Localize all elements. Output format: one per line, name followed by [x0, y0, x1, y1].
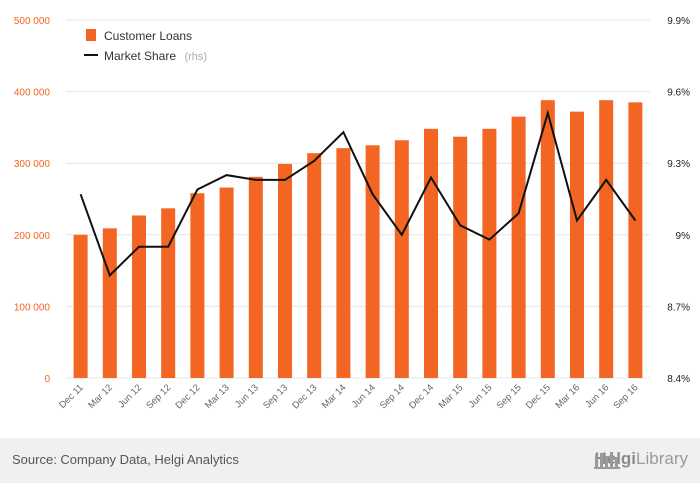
legend-label-market-share-group: Market Share (rhs)	[104, 47, 207, 64]
right-tick-label: 9.9%	[667, 16, 690, 27]
market-share-line-group	[79, 109, 637, 278]
x-tick-label: Mar 13	[203, 382, 232, 411]
legend-label-market-share: Market Share	[104, 49, 176, 63]
x-tick-label: Mar 12	[86, 382, 115, 411]
bar	[599, 100, 614, 378]
market-share-line	[79, 109, 637, 278]
left-tick-label: 300 000	[14, 159, 51, 170]
x-tick-label: Dec 13	[290, 382, 319, 411]
bar	[190, 193, 205, 378]
x-tick-label: Sep 13	[261, 382, 290, 411]
brand-rest: Library	[636, 449, 688, 468]
source-text: Source: Company Data, Helgi Analytics	[12, 452, 239, 467]
x-tick-label: Jun 16	[583, 382, 611, 410]
x-axis-ticks: Dec 11 Mar 12 Jun 12 Sep 12 Dec 12 Mar 13 Jun …	[57, 382, 640, 411]
left-tick-label: 100 000	[14, 302, 51, 313]
left-axis-ticks: 0 100 000 200 000 300 000 400 000 500 000	[14, 16, 51, 385]
x-tick-label: Jun 15	[467, 382, 495, 410]
bar	[132, 215, 146, 378]
x-tick-label: Sep 16	[611, 382, 640, 411]
bars	[73, 100, 643, 378]
x-tick-label: Sep 15	[495, 382, 524, 411]
bar	[453, 136, 468, 378]
bar	[628, 102, 643, 378]
x-tick-label: Jun 12	[116, 382, 144, 410]
bar	[424, 128, 438, 378]
x-tick-label: Mar 15	[437, 382, 466, 411]
x-tick-label: Sep 12	[144, 382, 173, 411]
bar	[511, 116, 526, 378]
right-axis-ticks: 8.4% 8.7% 9% 9.3% 9.6% 9.9%	[667, 16, 690, 385]
chart-svg: 0 100 000 200 000 300 000 400 000 500 000 8.4…	[14, 16, 690, 411]
brand-bold: Helgi	[594, 449, 637, 468]
right-tick-label: 9.6%	[667, 88, 690, 99]
brand-logo[interactable]: HelgiLibrary	[594, 449, 688, 469]
legend: Customer Loans Market Share (rhs)	[84, 29, 207, 64]
brand-text: HelgiLibrary	[594, 449, 688, 469]
left-tick-label: 0	[44, 374, 50, 385]
footer: Source: Company Data, Helgi Analytics He…	[0, 438, 700, 483]
x-tick-label: Sep 14	[378, 382, 407, 411]
bar	[540, 100, 555, 378]
left-tick-label: 500 000	[14, 16, 51, 27]
x-tick-label: Dec 12	[173, 382, 202, 411]
bar	[336, 148, 351, 378]
x-tick-label: Mar 16	[553, 382, 582, 411]
bar	[307, 153, 322, 378]
right-tick-label: 8.7%	[667, 302, 690, 313]
legend-label-rhs: (rhs)	[184, 51, 207, 63]
x-tick-label: Dec 14	[407, 382, 436, 411]
bar	[161, 208, 176, 378]
left-tick-label: 400 000	[14, 88, 51, 99]
right-tick-label: 8.4%	[667, 374, 690, 385]
bar	[248, 176, 263, 378]
gridlines	[66, 19, 650, 379]
bar	[394, 140, 409, 378]
legend-label-customer-loans: Customer Loans	[104, 29, 192, 43]
x-tick-label: Dec 15	[524, 382, 553, 411]
bar	[482, 128, 497, 378]
bar	[365, 145, 380, 378]
x-tick-label: Dec 11	[57, 382, 86, 411]
left-tick-label: 200 000	[14, 231, 51, 242]
right-tick-label: 9%	[676, 231, 691, 242]
bar	[570, 111, 584, 378]
bar	[73, 234, 88, 378]
legend-swatch-customer-loans	[86, 29, 96, 41]
x-tick-label: Jun 13	[233, 382, 261, 410]
right-tick-label: 9.3%	[667, 159, 690, 170]
x-tick-label: Mar 14	[320, 382, 349, 411]
bar	[278, 163, 292, 378]
bar	[102, 228, 117, 378]
library-icon	[594, 452, 621, 469]
x-tick-label: Jun 14	[350, 382, 378, 410]
bar	[219, 187, 234, 378]
